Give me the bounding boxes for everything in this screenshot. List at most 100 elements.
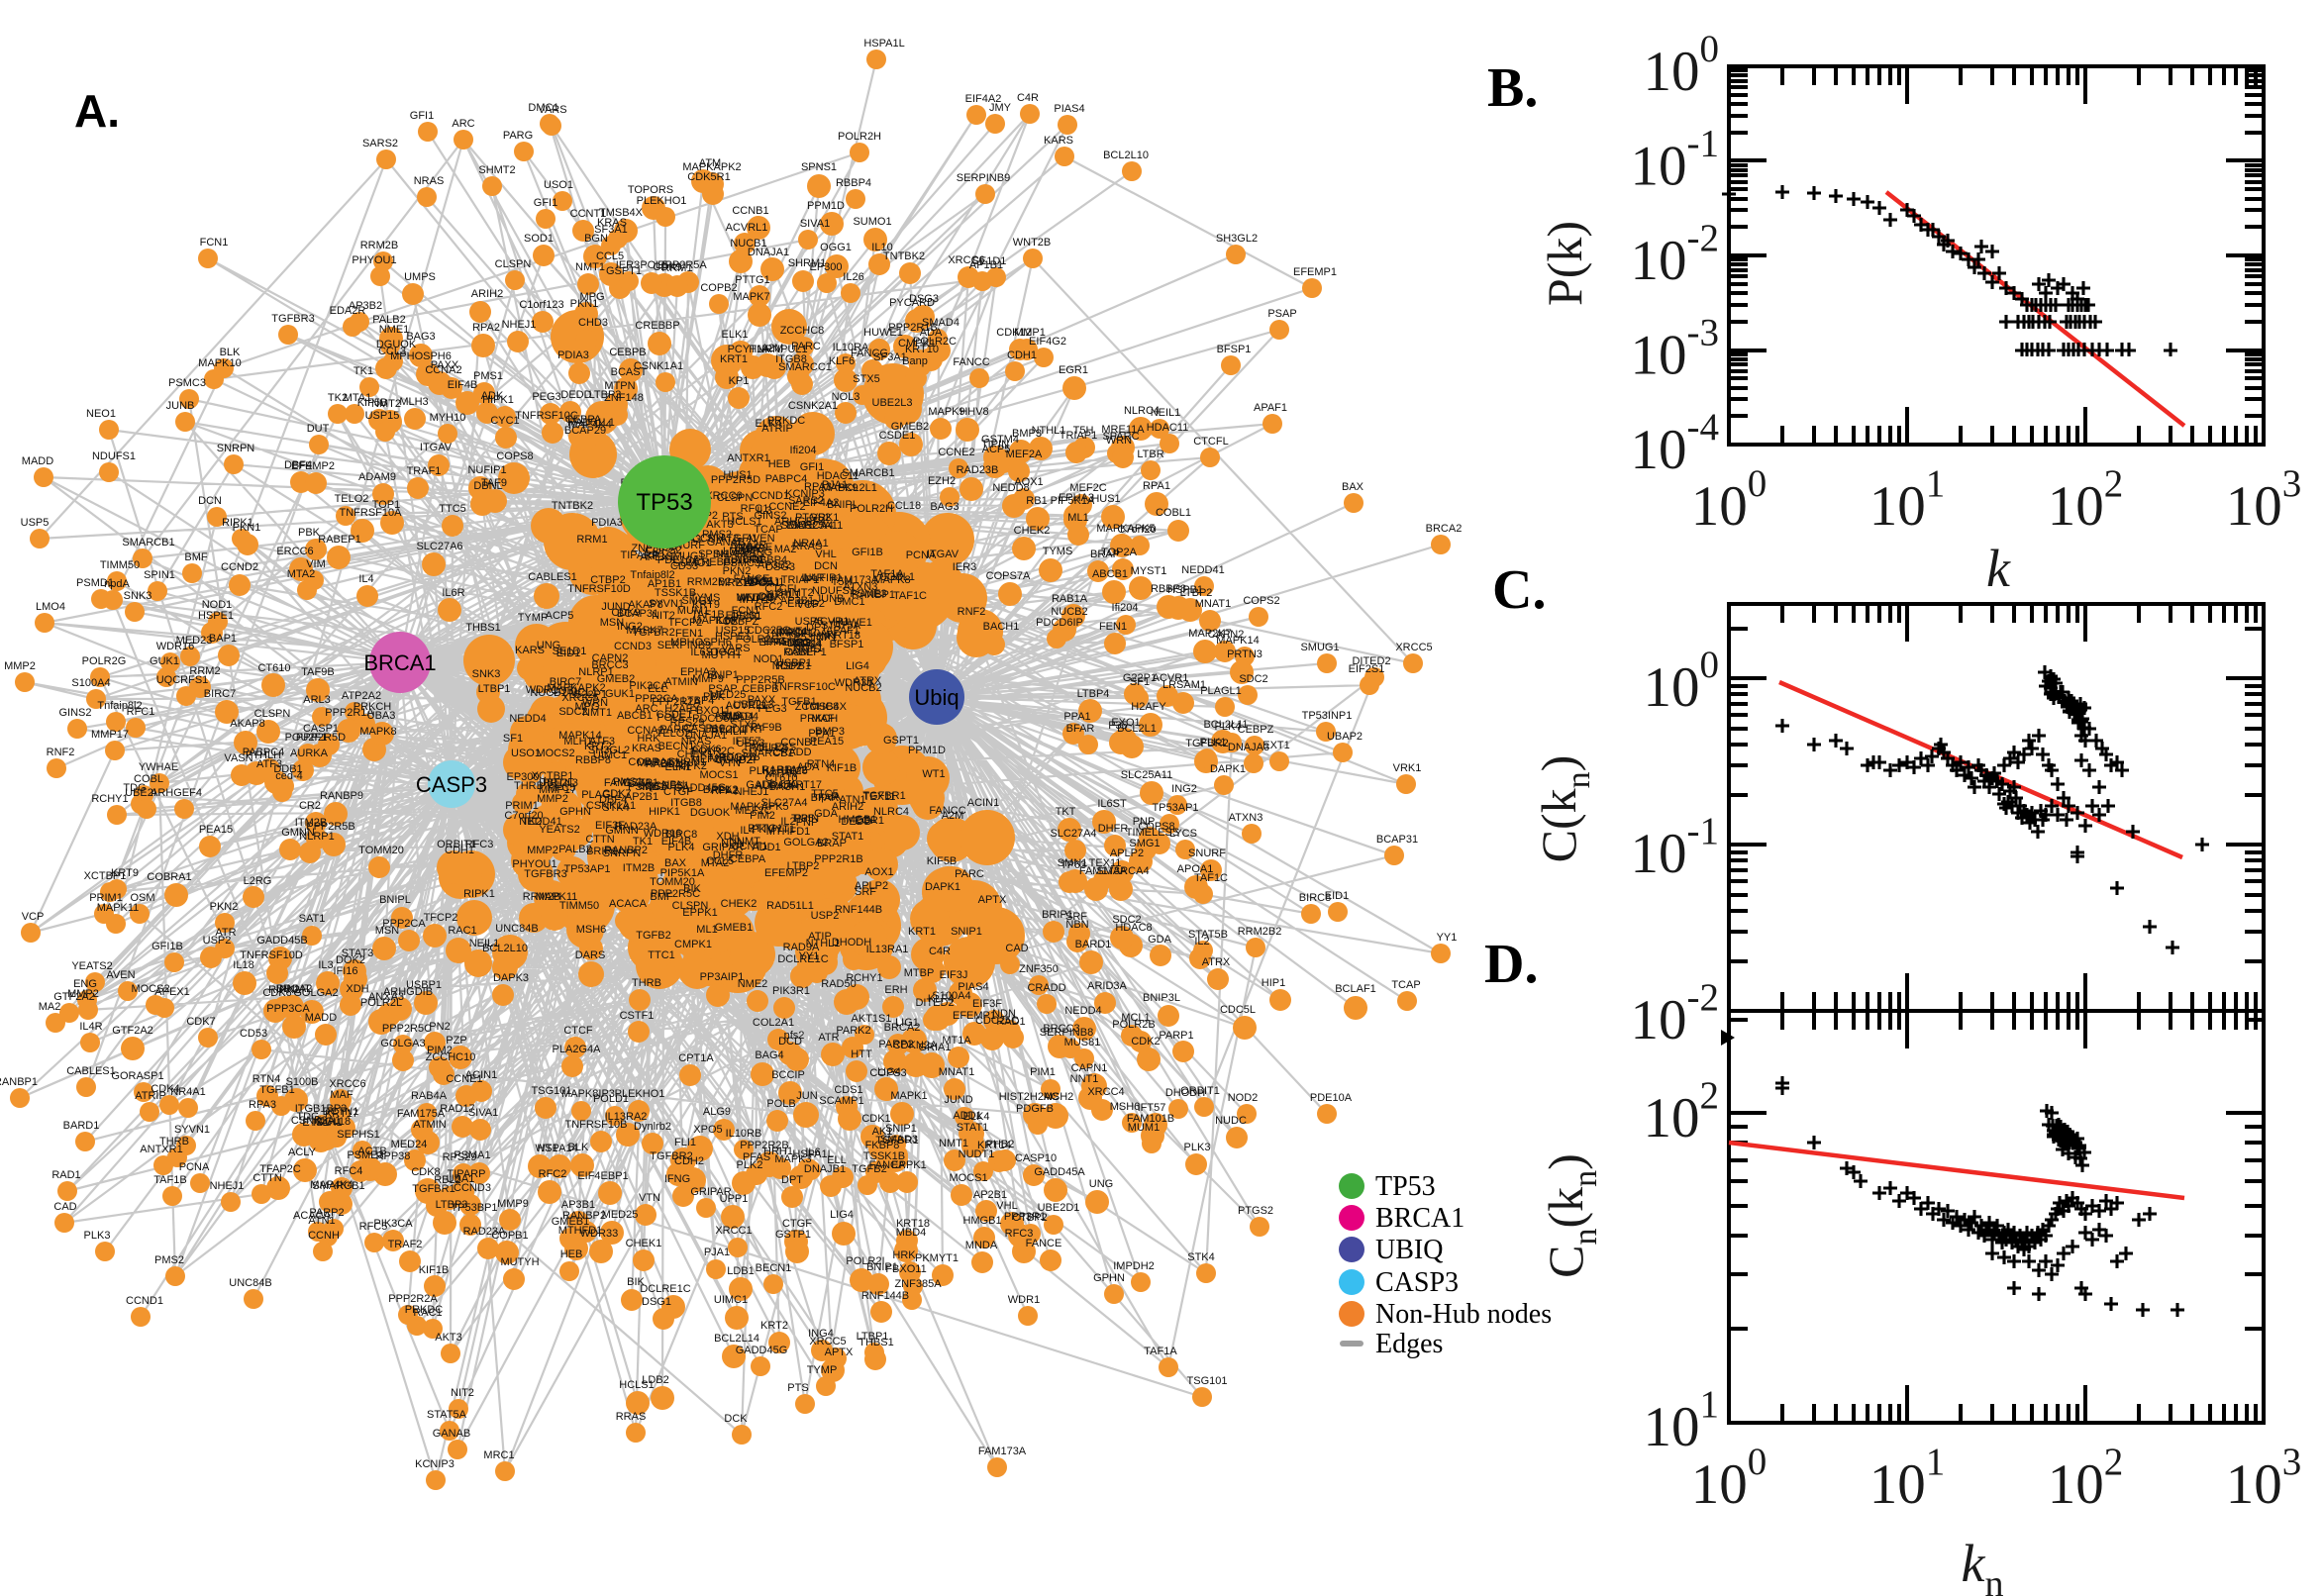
svg-text:MNAT1: MNAT1: [939, 1066, 974, 1078]
svg-text:VRK1: VRK1: [1393, 762, 1422, 774]
svg-text:HUS1: HUS1: [1091, 493, 1120, 505]
svg-text:PIP5K1A: PIP5K1A: [660, 867, 705, 879]
svg-text:IL4R: IL4R: [801, 572, 824, 584]
svg-text:SCAMP1: SCAMP1: [819, 1095, 863, 1107]
svg-text:CSNK2A1: CSNK2A1: [788, 400, 838, 412]
svg-text:TYMP: TYMP: [807, 1364, 838, 1376]
svg-text:STAT5A: STAT5A: [821, 620, 861, 632]
svg-text:YEATS2: YEATS2: [71, 960, 112, 972]
svg-text:CDK8: CDK8: [411, 1166, 440, 1178]
svg-text:MYH10: MYH10: [740, 594, 776, 606]
svg-text:TGFBR1: TGFBR1: [412, 1183, 454, 1195]
svg-text:COPS7A: COPS7A: [986, 570, 1031, 582]
svg-text:BARD1: BARD1: [1075, 939, 1112, 950]
svg-text:IL2: IL2: [1194, 936, 1209, 948]
svg-text:SNK3: SNK3: [124, 590, 152, 602]
svg-text:C1orf123: C1orf123: [519, 299, 563, 311]
svg-text:ATF3: ATF3: [256, 758, 282, 770]
svg-text:RNF2: RNF2: [47, 747, 75, 758]
svg-text:WDR33: WDR33: [835, 677, 873, 689]
svg-text:CCND3: CCND3: [614, 641, 652, 652]
svg-text:ACP5: ACP5: [982, 444, 1011, 455]
svg-text:BRAP: BRAP: [1090, 549, 1120, 560]
svg-text:GOLGA3: GOLGA3: [380, 1038, 425, 1049]
svg-text:RFC2: RFC2: [539, 1168, 567, 1180]
svg-text:SLC25A11: SLC25A11: [1121, 769, 1172, 781]
svg-text:TYMS: TYMS: [1043, 546, 1073, 557]
svg-text:PPP2R5C: PPP2R5C: [382, 1023, 432, 1035]
svg-text:NHEJ1: NHEJ1: [210, 1180, 245, 1192]
svg-text:XRCC4: XRCC4: [1087, 1086, 1124, 1098]
svg-text:HIST2H2AC: HIST2H2AC: [999, 1091, 1060, 1103]
svg-text:RAD1: RAD1: [51, 1169, 80, 1181]
svg-text:BLK: BLK: [220, 347, 241, 358]
svg-text:EIF3F: EIF3F: [972, 998, 1002, 1010]
svg-text:D.: D.: [1484, 934, 1538, 995]
svg-text:RBBP4: RBBP4: [836, 177, 871, 189]
svg-text:IL26: IL26: [786, 765, 807, 777]
svg-text:KP1: KP1: [729, 375, 750, 387]
svg-text:TOMM20: TOMM20: [358, 845, 404, 856]
svg-text:Ubiq: Ubiq: [914, 685, 959, 710]
svg-text:PPM1D: PPM1D: [807, 200, 845, 212]
svg-text:ML1: ML1: [696, 924, 717, 936]
svg-text:DSG3: DSG3: [909, 293, 939, 305]
svg-text:WT1: WT1: [535, 1143, 557, 1154]
svg-text:AP3B1: AP3B1: [561, 1199, 595, 1211]
svg-text:MAPK14: MAPK14: [558, 730, 601, 742]
svg-text:PJA1: PJA1: [704, 1247, 730, 1258]
svg-text:IL3: IL3: [318, 959, 333, 971]
svg-text:TCAP: TCAP: [1391, 979, 1420, 991]
svg-text:MSN: MSN: [375, 925, 400, 937]
svg-text:USO1: USO1: [544, 179, 573, 191]
svg-text:Ifi204: Ifi204: [790, 445, 817, 456]
svg-text:FANCC: FANCC: [929, 805, 965, 817]
svg-text:ATRIP: ATRIP: [761, 423, 793, 435]
svg-text:B.: B.: [1487, 57, 1538, 119]
svg-text:BECN1: BECN1: [756, 1262, 792, 1274]
svg-text:RANBP9: RANBP9: [320, 790, 363, 802]
svg-text:ERCC6: ERCC6: [276, 546, 313, 557]
svg-text:PDIA3: PDIA3: [557, 349, 589, 361]
svg-text:CASP10: CASP10: [683, 723, 725, 735]
svg-text:TGFBR1: TGFBR1: [862, 790, 905, 802]
svg-text:DCN: DCN: [814, 560, 838, 572]
svg-text:HIP1: HIP1: [1262, 977, 1285, 989]
svg-text:SLC27A4: SLC27A4: [760, 797, 807, 809]
svg-text:TKT: TKT: [744, 724, 764, 736]
svg-text:HTT: HTT: [851, 1048, 872, 1060]
svg-text:BACH1: BACH1: [769, 781, 806, 793]
svg-text:BRCC3: BRCC3: [1043, 1023, 1079, 1035]
svg-text:ZNF148: ZNF148: [604, 392, 644, 404]
svg-text:RCHY1: RCHY1: [91, 793, 128, 805]
svg-text:AOX1: AOX1: [1014, 476, 1043, 488]
svg-text:BRCC3: BRCC3: [591, 659, 628, 671]
svg-text:SMG1: SMG1: [681, 595, 712, 607]
svg-text:ARID3A: ARID3A: [1087, 980, 1127, 992]
svg-text:RABEP1: RABEP1: [318, 534, 360, 546]
svg-text:KIF1B: KIF1B: [827, 762, 858, 774]
svg-text:EZH2: EZH2: [928, 475, 956, 487]
svg-text:GOLGA2: GOLGA2: [293, 987, 338, 999]
svg-text:IFNG: IFNG: [664, 1173, 690, 1185]
svg-text:MYH10: MYH10: [430, 412, 466, 424]
svg-text:STX5: STX5: [853, 373, 880, 385]
svg-text:TEX11: TEX11: [863, 791, 896, 803]
svg-text:npdA: npdA: [815, 791, 841, 803]
svg-text:DPT: DPT: [806, 622, 828, 634]
svg-text:STAT1: STAT1: [832, 831, 864, 843]
svg-text:APTX: APTX: [825, 1347, 854, 1358]
svg-text:SUMO1: SUMO1: [672, 557, 711, 569]
svg-text:NEDD4: NEDD4: [1064, 1005, 1101, 1017]
svg-text:PLAGL1: PLAGL1: [1200, 685, 1242, 697]
svg-text:NME1: NME1: [379, 324, 410, 336]
svg-text:CMPK1: CMPK1: [674, 939, 712, 950]
svg-text:VRK1: VRK1: [811, 512, 840, 524]
svg-text:CDKN2A: CDKN2A: [893, 1040, 938, 1051]
svg-text:IL10RB: IL10RB: [726, 1128, 762, 1140]
svg-text:POLR2G: POLR2G: [82, 655, 127, 667]
svg-text:COPS2: COPS2: [1243, 595, 1279, 607]
svg-text:MED24: MED24: [391, 1139, 428, 1150]
svg-text:SYVN1: SYVN1: [174, 1124, 210, 1136]
svg-text:NOL3: NOL3: [832, 391, 860, 403]
